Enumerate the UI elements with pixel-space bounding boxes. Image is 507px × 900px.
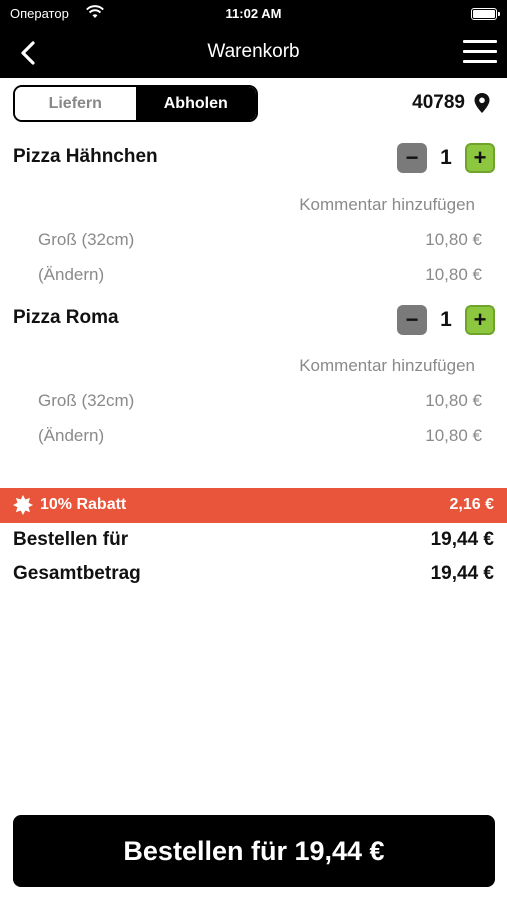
discount-badge-icon xyxy=(13,495,33,515)
quantity-stepper: − 1 + xyxy=(397,305,495,335)
add-comment-link[interactable]: Kommentar hinzufügen xyxy=(299,195,475,214)
carrier-label: Оператор xyxy=(10,6,69,21)
total-value: 19,44 € xyxy=(430,563,494,584)
page-title: Warenkorb xyxy=(207,41,300,62)
option-price: 10,80 € xyxy=(425,391,482,410)
tab-abholen[interactable]: Abholen xyxy=(135,87,256,120)
change-option-link[interactable]: (Ändern) xyxy=(38,265,105,284)
nav-bar: Warenkorb xyxy=(0,28,507,78)
option-price: 10,80 € xyxy=(425,230,482,249)
battery-icon xyxy=(471,8,500,20)
place-order-button[interactable]: Bestellen für 19,44 € xyxy=(13,815,495,887)
discount-bar: 10% Rabatt 2,16 € xyxy=(0,488,507,523)
discount-amount: 2,16 € xyxy=(449,496,494,513)
cart-item-name: Pizza Roma xyxy=(13,307,119,328)
wifi-icon xyxy=(86,5,104,18)
decrease-quantity-button[interactable]: − xyxy=(397,143,427,173)
order-for-value: 19,44 € xyxy=(430,529,494,550)
quantity-stepper: − 1 + xyxy=(397,143,495,173)
quantity-value: 1 xyxy=(440,308,452,331)
cart-item-name: Pizza Hähnchen xyxy=(13,146,158,167)
delivery-mode-toggle: Liefern Abholen xyxy=(13,85,258,122)
quantity-value: 1 xyxy=(440,146,452,169)
order-for-label: Bestellen für xyxy=(13,529,129,550)
option-price: 10,80 € xyxy=(425,426,482,445)
increase-quantity-button[interactable]: + xyxy=(465,143,495,173)
option-price: 10,80 € xyxy=(425,265,482,284)
status-time: 11:02 AM xyxy=(225,6,282,21)
back-arrow-icon[interactable] xyxy=(14,38,44,68)
increase-quantity-button[interactable]: + xyxy=(465,305,495,335)
add-comment-link[interactable]: Kommentar hinzufügen xyxy=(299,356,475,375)
zip-code: 40789 xyxy=(412,92,465,113)
location-pin-icon xyxy=(474,93,490,113)
option-label: Groß (32cm) xyxy=(38,230,135,249)
discount-label: 10% Rabatt xyxy=(40,496,127,513)
decrease-quantity-button[interactable]: − xyxy=(397,305,427,335)
option-label: Groß (32cm) xyxy=(38,391,135,410)
change-option-link[interactable]: (Ändern) xyxy=(38,426,105,445)
hamburger-menu-icon[interactable] xyxy=(463,40,497,66)
location-zip[interactable]: 40789 xyxy=(412,92,491,114)
total-label: Gesamtbetrag xyxy=(13,563,141,584)
status-bar: Оператор 11:02 AM xyxy=(0,0,507,28)
tab-liefern[interactable]: Liefern xyxy=(15,87,136,120)
